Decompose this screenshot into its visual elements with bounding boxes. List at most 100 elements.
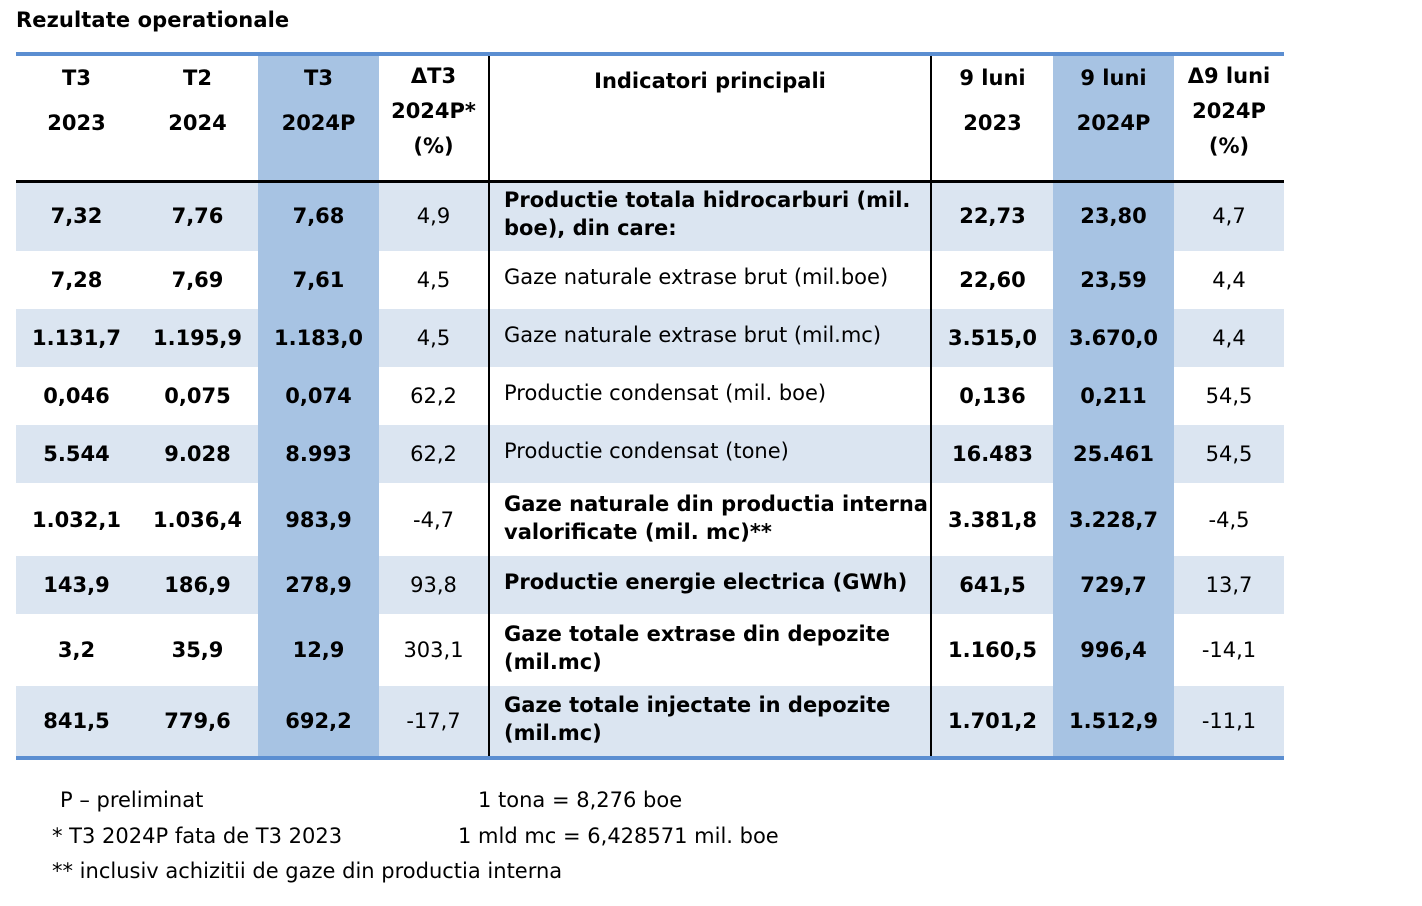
column-header-line: (%) <box>1208 134 1250 158</box>
table-row: 7,32 7,76 7,68 4,9 22,73 23,80 4,7 Productie to… <box>16 180 1284 251</box>
cell-c2: 779,6 <box>164 709 231 733</box>
indicator-label: Productie totala hidrocarburi (mil. boe),… <box>504 180 934 251</box>
cell-c6: 3.228,7 <box>1068 507 1158 532</box>
indicator-line: Gaze naturale din productia interna <box>504 491 928 516</box>
column-header-c6: 9 luni 2024P <box>1053 56 1174 180</box>
column-header-c3: T3 2024P <box>258 56 379 180</box>
column-header-line: 2024P* <box>391 99 476 123</box>
indicator-line: Productie condensat (mil. boe) <box>504 381 827 405</box>
indicator-label: Gaze naturale extrase brut (mil.boe) <box>504 251 934 309</box>
table-row: 3,2 35,9 12,9 303,1 1.160,5 996,4 -14,1 Gaze to… <box>16 614 1284 686</box>
cell-c2: 0,075 <box>164 384 231 408</box>
cell-c4: 62,2 <box>410 384 457 408</box>
cell-c7: 4,7 <box>1212 203 1246 228</box>
cell-c3: 983,9 <box>285 507 352 532</box>
column-header-line: T3 <box>62 66 91 90</box>
indicator-line: Gaze naturale extrase brut (mil.mc) <box>504 323 882 347</box>
table-row: 841,5 779,6 692,2 -17,7 1.701,2 1.512,9 -11,1 G… <box>16 686 1284 756</box>
cell-c7: 4,4 <box>1212 268 1246 292</box>
table-row: 1.131,7 1.195,9 1.183,0 4,5 3.515,0 3.670,0 4,… <box>16 309 1284 367</box>
cell-c2: 1.036,4 <box>152 507 242 532</box>
cell-c4: -4,7 <box>413 507 454 532</box>
cell-c1: 1.032,1 <box>31 507 121 532</box>
cell-c6: 996,4 <box>1080 638 1147 662</box>
cell-c2: 35,9 <box>171 638 224 662</box>
cell-c4: 62,2 <box>410 442 457 466</box>
cell-c1: 841,5 <box>43 709 110 733</box>
cell-c6: 1.512,9 <box>1068 709 1158 733</box>
cell-c3: 1.183,0 <box>273 326 363 350</box>
indicator-line: Productie condensat (tone) <box>504 439 789 463</box>
column-header-line: 2024P <box>1192 99 1266 123</box>
page-title: Rezultate operationale <box>16 8 290 32</box>
indicator-label: Productie energie electrica (GWh) <box>504 556 934 614</box>
column-header-line: T3 <box>304 66 333 90</box>
cell-c3: 8.993 <box>285 442 352 466</box>
cell-c4: 303,1 <box>403 638 464 662</box>
column-header-line: 2023 <box>47 111 106 135</box>
indicator-label: Gaze totale injectate in depozite (mil.mc… <box>504 686 934 756</box>
indicator-line: Gaze naturale extrase brut (mil.boe) <box>504 265 889 289</box>
cell-c5: 0,136 <box>959 384 1026 408</box>
cell-c2: 7,76 <box>171 203 224 228</box>
cell-c3: 0,074 <box>285 384 352 408</box>
conversion-tona: 1 tona = 8,276 boe <box>478 788 683 812</box>
cell-c4: 4,5 <box>416 268 451 292</box>
column-header-line: 2024 <box>168 111 227 135</box>
cell-c7: 54,5 <box>1205 442 1253 466</box>
cell-c1: 143,9 <box>43 573 110 597</box>
indicator-line: (mil.mc) <box>504 721 602 745</box>
table-row: 7,28 7,69 7,61 4,5 22,60 23,59 4,4 Gaze natural… <box>16 251 1284 309</box>
cell-c6: 23,80 <box>1080 203 1147 228</box>
column-header-line: 2024P <box>1076 111 1151 135</box>
cell-c7: -14,1 <box>1201 638 1257 662</box>
column-header-line: 9 luni <box>1080 66 1147 90</box>
highlight-column-t3-2024p <box>258 56 379 756</box>
column-header-line: (%) <box>413 134 454 158</box>
cell-c1: 5.544 <box>43 442 110 466</box>
column-header-line: T2 <box>183 66 212 90</box>
column-divider <box>488 56 490 756</box>
indicator-line: Gaze totale extrase din depozite <box>504 622 890 646</box>
table-row: 0,046 0,075 0,074 62,2 0,136 0,211 54,5 Product… <box>16 367 1284 425</box>
cell-c5: 1.160,5 <box>947 638 1037 662</box>
cell-c7: 4,4 <box>1212 326 1246 350</box>
table-row: 143,9 186,9 278,9 93,8 641,5 729,7 13,7 Product… <box>16 556 1284 614</box>
cell-c2: 186,9 <box>164 573 231 597</box>
indicator-line: valorificate (mil. mc)** <box>504 519 772 544</box>
cell-c1: 0,046 <box>43 384 110 408</box>
cell-c4: -17,7 <box>406 709 461 733</box>
column-header-indicator: Indicatori principali <box>594 69 826 93</box>
header-divider <box>16 180 1284 183</box>
cell-c5: 3.381,8 <box>947 507 1037 532</box>
column-header-c7: Δ9 luni 2024P (%) <box>1174 56 1284 180</box>
cell-c6: 729,7 <box>1080 573 1147 597</box>
indicator-line: Productie energie electrica (GWh) <box>504 570 908 594</box>
cell-c4: 4,9 <box>416 203 451 228</box>
indicator-line: Productie totala hidrocarburi (mil. <box>504 187 911 212</box>
column-header-c2: T2 2024 <box>137 56 258 180</box>
table-row: 5.544 9.028 8.993 62,2 16.483 25.461 54,5 Produ… <box>16 425 1284 483</box>
column-header-line: 2023 <box>963 111 1022 135</box>
cell-c1: 7,28 <box>50 268 103 292</box>
column-header-line: ΔT3 <box>410 64 457 88</box>
indicator-label: Productie condensat (mil. boe) <box>504 367 934 425</box>
column-header-line: 2024P <box>281 111 356 135</box>
indicator-label: Gaze naturale din productia interna valor… <box>504 483 934 556</box>
cell-c3: 7,68 <box>292 203 345 228</box>
cell-c5: 641,5 <box>959 573 1026 597</box>
column-header-line: 9 luni <box>959 66 1026 90</box>
footnote-double-star: ** inclusiv achizitii de gaze din produc… <box>52 859 563 883</box>
cell-c1: 7,32 <box>50 203 103 228</box>
column-header-c1: T3 2023 <box>16 56 137 180</box>
cell-c6: 23,59 <box>1080 268 1147 292</box>
cell-c7: 54,5 <box>1205 384 1253 408</box>
footnote-star: * T3 2024P fata de T3 2023 <box>52 824 343 848</box>
cell-c4: 4,5 <box>416 326 451 350</box>
column-header-c4: ΔT3 2024P* (%) <box>379 56 488 180</box>
column-divider <box>930 56 932 756</box>
cell-c6: 3.670,0 <box>1068 326 1158 350</box>
indicator-line: boe), din care: <box>504 215 677 240</box>
cell-c7: -4,5 <box>1208 507 1250 532</box>
cell-c6: 25.461 <box>1072 442 1155 466</box>
